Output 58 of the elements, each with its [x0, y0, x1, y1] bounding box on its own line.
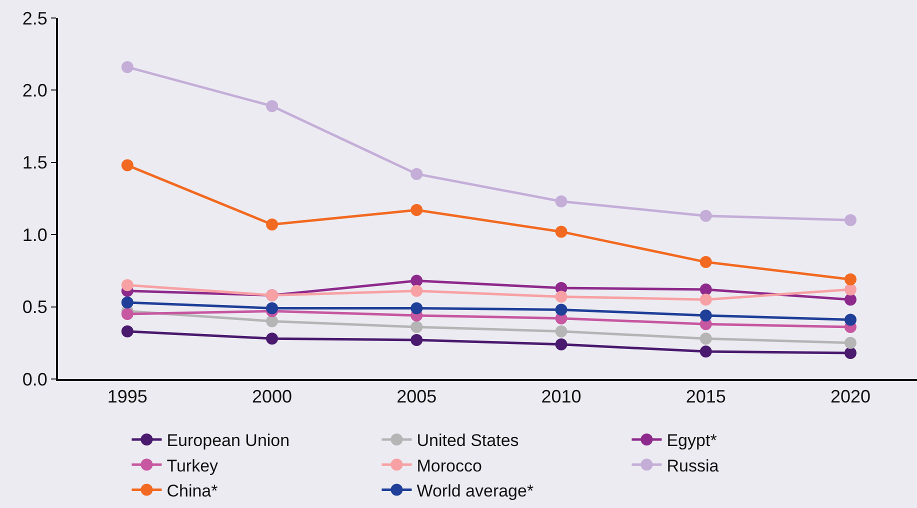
y-tick-label: 2.0	[22, 80, 48, 100]
legend-label: China*	[166, 481, 218, 500]
point	[844, 294, 856, 306]
point	[844, 214, 856, 226]
point	[555, 226, 568, 238]
point	[555, 325, 568, 338]
legend-label: United States	[416, 431, 519, 450]
legend-label: Russia	[666, 456, 720, 476]
legend-label: Turkey	[166, 456, 219, 476]
point	[555, 195, 568, 208]
point	[555, 290, 568, 303]
x-tick-label: 2020	[830, 386, 871, 407]
x-tick-label: 2010	[541, 386, 582, 407]
x-tick-label: 2015	[686, 386, 726, 407]
point	[266, 218, 278, 230]
point	[121, 61, 134, 74]
point	[266, 332, 278, 345]
point	[844, 347, 856, 360]
point	[844, 273, 856, 286]
point	[410, 284, 423, 297]
point	[410, 334, 423, 346]
point	[121, 296, 134, 308]
point	[410, 274, 423, 287]
point	[844, 314, 856, 326]
point	[844, 283, 856, 296]
point	[555, 338, 568, 350]
y-tick-label: 1.0	[22, 224, 48, 245]
point	[266, 315, 278, 328]
point	[844, 336, 856, 349]
point	[410, 302, 423, 314]
y-tick-label: 1.5	[22, 152, 48, 173]
x-tick-label: 1995	[107, 386, 148, 407]
point	[121, 159, 134, 172]
point	[410, 168, 423, 180]
point	[121, 308, 134, 320]
x-tick-label: 2000	[252, 386, 292, 407]
point	[700, 283, 712, 296]
y-tick-label: 2.5	[22, 8, 48, 28]
point	[555, 304, 568, 316]
point	[700, 309, 712, 322]
y-tick-label: 0.0	[22, 369, 48, 390]
point	[700, 294, 712, 306]
x-tick-label: 2005	[396, 386, 437, 407]
point	[121, 325, 134, 338]
point	[700, 332, 712, 345]
point	[266, 302, 278, 314]
point	[410, 321, 423, 334]
legend-label: World average*	[416, 481, 534, 500]
point	[700, 210, 712, 222]
point	[121, 279, 134, 292]
point	[700, 256, 712, 268]
y-tick-label: 0.5	[22, 297, 48, 318]
legend-label: Egypt*	[666, 431, 718, 450]
point	[266, 100, 278, 112]
legend-label: Morocco	[416, 456, 482, 476]
point	[410, 204, 423, 216]
legend-label: European Union	[166, 431, 290, 450]
point	[700, 346, 712, 358]
